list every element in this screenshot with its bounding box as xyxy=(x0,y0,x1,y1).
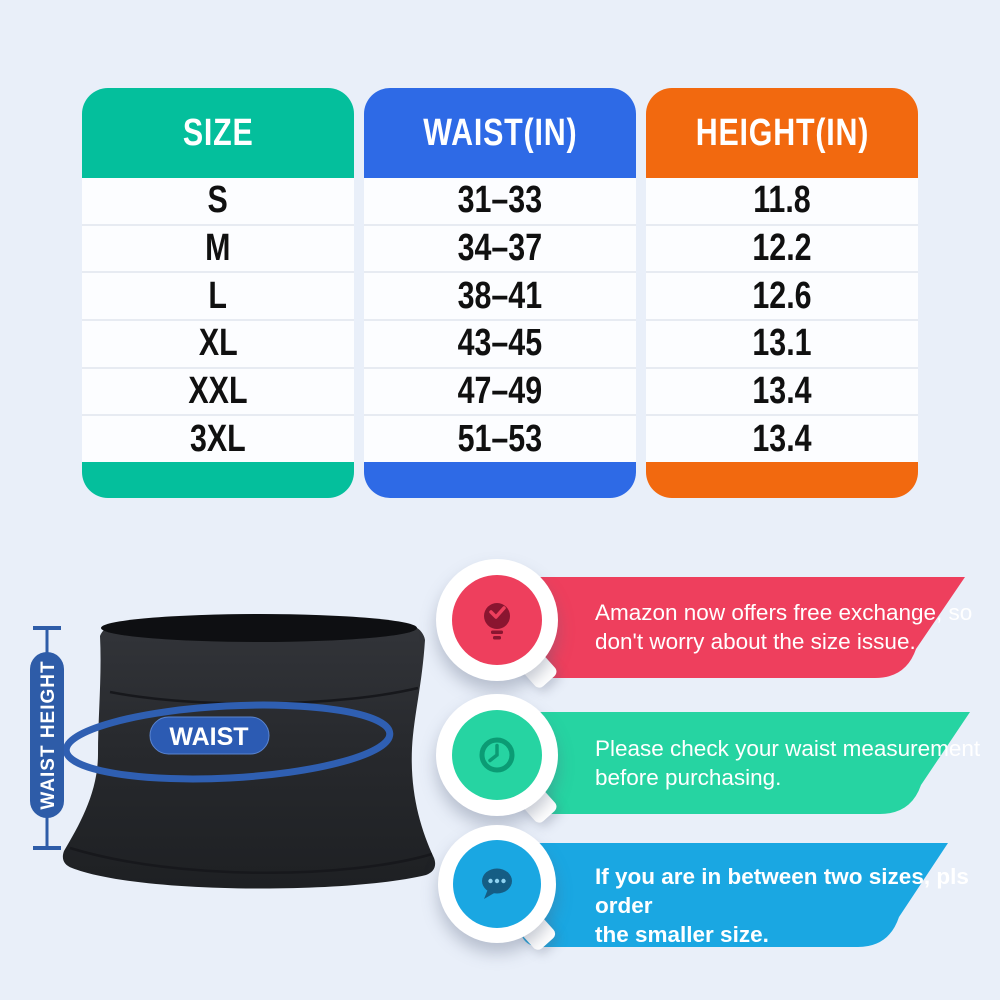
tip-line: Please check your waist measurement xyxy=(595,736,981,761)
cell-value: 11.8 xyxy=(753,179,811,222)
size-table-footer xyxy=(82,462,354,498)
table-cell: 47–49 xyxy=(364,369,636,417)
cell-value: XL xyxy=(198,322,238,365)
waist-measure-ellipse xyxy=(62,701,394,783)
cell-value: XXL xyxy=(188,370,248,413)
cell-value: M xyxy=(205,227,231,269)
tip-line: before purchasing. xyxy=(595,765,782,790)
table-cell: 51–53 xyxy=(364,416,636,462)
size-table-footer xyxy=(646,462,918,498)
tip-banner-measure xyxy=(520,712,970,814)
table-cell: 13.4 xyxy=(646,416,918,462)
cell-value: S xyxy=(207,179,229,222)
tip-text-exchange: Amazon now offers free exchange, so don'… xyxy=(595,598,972,656)
waist-trainer-diagram: WAIST WAIST HEIGHT xyxy=(30,614,436,889)
cell-value: 43–45 xyxy=(457,322,543,365)
cell-value: 13.4 xyxy=(752,370,812,413)
waist-pill: WAIST xyxy=(149,716,270,755)
waist-height-indicator: WAIST HEIGHT xyxy=(30,626,64,850)
table-cell: XXL xyxy=(82,369,354,417)
cell-value: 13.1 xyxy=(752,322,812,365)
tip-text-measure: Please check your waist measurement befo… xyxy=(595,734,980,792)
table-cell: 12.2 xyxy=(646,226,918,274)
size-column-body: S M L XL XXL 3XL xyxy=(82,178,354,462)
tip-line: If you are in between two sizes, pls ord… xyxy=(595,864,969,918)
header-label: WAIST(IN) xyxy=(422,111,578,154)
table-cell: 38–41 xyxy=(364,273,636,322)
cell-value: 47–49 xyxy=(457,370,543,413)
clock-icon xyxy=(479,737,515,773)
tip-line: Amazon now offers free exchange, so xyxy=(595,600,973,625)
size-table-header-size: SIZE xyxy=(82,88,354,178)
height-column-body: 11.8 12.2 12.6 13.1 13.4 13.4 xyxy=(646,178,918,462)
size-table-header-height: HEIGHT(IN) xyxy=(646,88,918,178)
cell-value: 38–41 xyxy=(457,274,543,317)
waist-label: WAIST xyxy=(169,723,248,751)
table-cell: 31–33 xyxy=(364,178,636,226)
size-table-header-waist: WAIST(IN) xyxy=(364,88,636,178)
header-label: HEIGHT(IN) xyxy=(695,111,869,154)
table-cell: XL xyxy=(82,321,354,369)
table-cell: 13.1 xyxy=(646,321,918,369)
tip-banner-exchange xyxy=(520,577,965,678)
table-cell: 11.8 xyxy=(646,178,918,226)
tip-line: don't worry about the size issue. xyxy=(595,629,916,654)
header-label: SIZE xyxy=(182,111,254,154)
table-cell: 34–37 xyxy=(364,226,636,274)
table-cell: M xyxy=(82,226,354,274)
cell-value: 51–53 xyxy=(457,417,543,460)
tip-text-between-sizes: If you are in between two sizes, pls ord… xyxy=(595,862,1000,949)
table-cell: 43–45 xyxy=(364,321,636,369)
lightbulb-check-icon xyxy=(484,603,510,640)
table-cell: 3XL xyxy=(82,416,354,462)
table-cell: 12.6 xyxy=(646,273,918,322)
cell-value: 34–37 xyxy=(457,227,543,269)
table-cell: S xyxy=(82,178,354,226)
cell-value: 13.4 xyxy=(752,417,812,460)
tip-badge-exchange xyxy=(436,559,559,691)
cell-value: 12.6 xyxy=(752,274,812,317)
table-cell: 13.4 xyxy=(646,369,918,417)
tip-banner-between-sizes xyxy=(520,843,948,947)
size-table-column-size: SIZE S M L XL XXL 3XL xyxy=(82,88,354,498)
table-cell: L xyxy=(82,273,354,322)
chat-dots-icon xyxy=(482,868,512,899)
cell-value: 3XL xyxy=(190,417,246,460)
size-table-column-waist: WAIST(IN) 31–33 34–37 38–41 43–45 47–49 … xyxy=(364,88,636,498)
cell-value: L xyxy=(208,274,228,317)
size-table-footer xyxy=(364,462,636,498)
cell-value: 12.2 xyxy=(752,227,812,269)
size-table-column-height: HEIGHT(IN) 11.8 12.2 12.6 13.1 13.4 13.4 xyxy=(646,88,918,498)
tip-badge-between-sizes xyxy=(438,825,558,953)
tip-line: the smaller size. xyxy=(595,922,769,947)
tip-badge-measure xyxy=(436,694,559,826)
waist-height-label: WAIST HEIGHT xyxy=(38,660,59,809)
waist-column-body: 31–33 34–37 38–41 43–45 47–49 51–53 xyxy=(364,178,636,462)
cell-value: 31–33 xyxy=(457,179,543,222)
